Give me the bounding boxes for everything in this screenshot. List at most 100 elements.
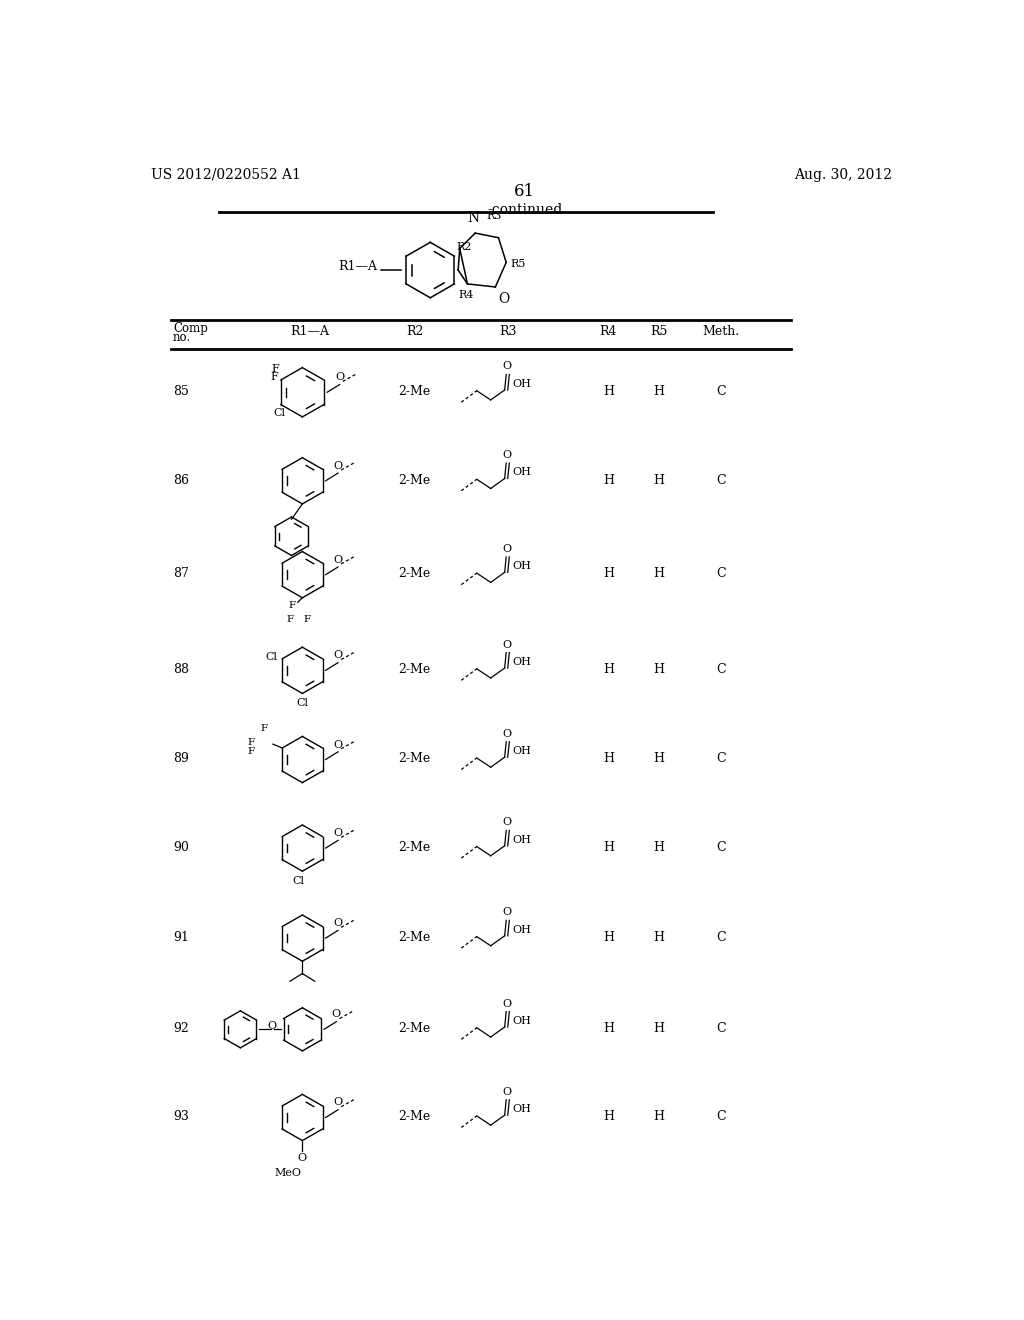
Text: US 2012/0220552 A1: US 2012/0220552 A1 — [152, 168, 301, 182]
Text: OH: OH — [512, 379, 531, 389]
Text: Meth.: Meth. — [702, 325, 739, 338]
Text: MeO: MeO — [274, 1168, 302, 1179]
Text: 91: 91 — [173, 931, 188, 944]
Text: H: H — [653, 752, 665, 766]
Text: H: H — [603, 1110, 614, 1123]
Text: H: H — [653, 663, 665, 676]
Text: 2-Me: 2-Me — [398, 474, 431, 487]
Text: 2-Me: 2-Me — [398, 1022, 431, 1035]
Text: O: O — [503, 450, 512, 459]
Text: O: O — [503, 817, 512, 828]
Text: O: O — [332, 1010, 341, 1019]
Text: OH: OH — [512, 746, 531, 756]
Text: O: O — [267, 1022, 276, 1031]
Text: H: H — [653, 841, 665, 854]
Text: O: O — [503, 639, 512, 649]
Text: R3: R3 — [486, 211, 502, 220]
Text: Cl: Cl — [265, 652, 278, 663]
Text: C: C — [716, 931, 726, 944]
Text: 2-Me: 2-Me — [398, 385, 431, 397]
Text: C: C — [716, 568, 726, 581]
Text: O: O — [503, 729, 512, 739]
Text: 85: 85 — [173, 385, 188, 397]
Text: R4: R4 — [458, 290, 473, 300]
Text: 86: 86 — [173, 474, 189, 487]
Text: O: O — [334, 828, 342, 838]
Text: H: H — [653, 568, 665, 581]
Text: O: O — [503, 907, 512, 917]
Text: 87: 87 — [173, 568, 188, 581]
Text: R5: R5 — [511, 259, 526, 269]
Text: O: O — [503, 362, 512, 371]
Text: R2: R2 — [456, 242, 471, 252]
Text: O: O — [334, 461, 342, 471]
Text: O: O — [335, 372, 344, 383]
Text: O: O — [503, 998, 512, 1008]
Text: 2-Me: 2-Me — [398, 663, 431, 676]
Text: F: F — [287, 615, 294, 624]
Text: F: F — [289, 601, 295, 610]
Text: F: F — [260, 725, 267, 734]
Text: OH: OH — [512, 834, 531, 845]
Text: H: H — [603, 385, 614, 397]
Text: H: H — [603, 568, 614, 581]
Text: 2-Me: 2-Me — [398, 931, 431, 944]
Text: C: C — [716, 663, 726, 676]
Text: C: C — [716, 1110, 726, 1123]
Text: H: H — [653, 931, 665, 944]
Text: 92: 92 — [173, 1022, 188, 1035]
Text: OH: OH — [512, 1104, 531, 1114]
Text: H: H — [603, 752, 614, 766]
Text: 2-Me: 2-Me — [398, 1110, 431, 1123]
Text: OH: OH — [512, 924, 531, 935]
Text: Cl: Cl — [273, 408, 286, 417]
Text: -continued: -continued — [487, 203, 562, 216]
Text: C: C — [716, 752, 726, 766]
Text: O: O — [503, 544, 512, 554]
Text: O: O — [334, 919, 342, 928]
Text: 93: 93 — [173, 1110, 188, 1123]
Text: OH: OH — [512, 1016, 531, 1026]
Text: O: O — [499, 292, 510, 306]
Text: O: O — [298, 1152, 307, 1163]
Text: F: F — [304, 615, 311, 624]
Text: H: H — [603, 474, 614, 487]
Text: H: H — [603, 931, 614, 944]
Text: C: C — [716, 1022, 726, 1035]
Text: no.: no. — [173, 331, 191, 345]
Text: R5: R5 — [650, 325, 668, 338]
Text: O: O — [334, 554, 342, 565]
Text: R1—A: R1—A — [291, 325, 330, 338]
Text: O: O — [503, 1086, 512, 1097]
Text: OH: OH — [512, 561, 531, 572]
Text: Aug. 30, 2012: Aug. 30, 2012 — [795, 168, 893, 182]
Text: C: C — [716, 385, 726, 397]
Text: R4: R4 — [600, 325, 617, 338]
Text: 90: 90 — [173, 841, 188, 854]
Text: 88: 88 — [173, 663, 189, 676]
Text: 2-Me: 2-Me — [398, 568, 431, 581]
Text: OH: OH — [512, 657, 531, 667]
Text: Cl: Cl — [296, 698, 308, 708]
Text: H: H — [653, 1022, 665, 1035]
Text: OH: OH — [512, 467, 531, 478]
Text: F: F — [247, 738, 254, 747]
Text: Cl: Cl — [293, 875, 304, 886]
Text: 89: 89 — [173, 752, 188, 766]
Text: H: H — [603, 663, 614, 676]
Text: N: N — [468, 211, 479, 226]
Text: O: O — [334, 651, 342, 660]
Text: R3: R3 — [499, 325, 516, 338]
Text: O: O — [334, 1097, 342, 1107]
Text: F: F — [271, 364, 280, 374]
Text: O: O — [334, 739, 342, 750]
Text: R1—A: R1—A — [339, 260, 378, 273]
Text: H: H — [653, 474, 665, 487]
Text: F: F — [270, 372, 279, 381]
Text: H: H — [653, 385, 665, 397]
Text: H: H — [603, 841, 614, 854]
Text: 2-Me: 2-Me — [398, 841, 431, 854]
Text: Comp: Comp — [173, 322, 208, 335]
Text: H: H — [653, 1110, 665, 1123]
Text: 2-Me: 2-Me — [398, 752, 431, 766]
